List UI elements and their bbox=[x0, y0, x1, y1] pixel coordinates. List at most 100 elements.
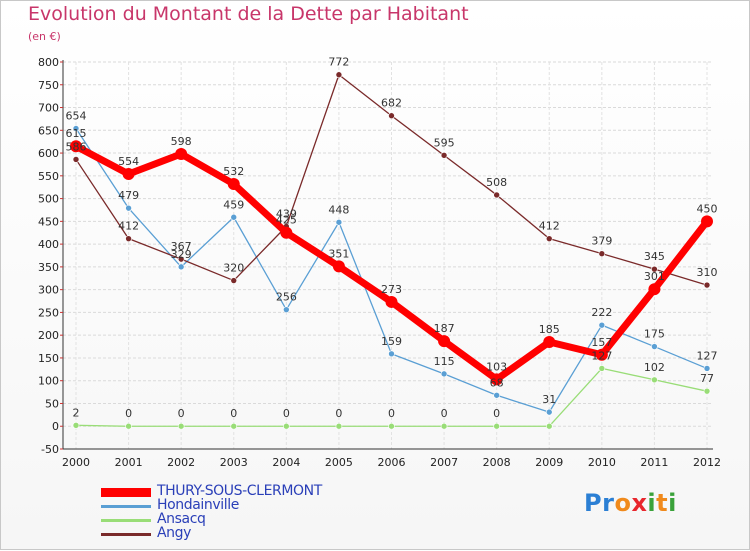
data-point bbox=[335, 422, 343, 430]
x-tick-label: 2001 bbox=[115, 456, 143, 469]
data-label: 0 bbox=[125, 407, 132, 420]
y-tick-label: 400 bbox=[38, 238, 59, 251]
x-tick-label: 2004 bbox=[272, 456, 300, 469]
chart-title: Evolution du Montant de la Dette par Hab… bbox=[28, 3, 469, 25]
data-label: 175 bbox=[644, 328, 665, 341]
y-tick-label: 300 bbox=[38, 284, 59, 297]
x-tick-label: 2008 bbox=[483, 456, 511, 469]
data-point bbox=[651, 265, 658, 273]
data-label: 586 bbox=[66, 140, 87, 153]
data-label: 345 bbox=[644, 250, 665, 263]
data-label: 185 bbox=[539, 323, 560, 336]
data-label: 459 bbox=[223, 198, 244, 211]
data-point bbox=[385, 295, 398, 308]
data-point bbox=[283, 422, 290, 430]
data-point bbox=[125, 235, 132, 242]
data-label: 77 bbox=[700, 372, 714, 385]
data-label: 329 bbox=[171, 248, 192, 261]
data-label: 554 bbox=[118, 155, 139, 168]
data-label: 0 bbox=[283, 407, 290, 420]
x-tick-label: 2012 bbox=[693, 456, 721, 469]
data-label: 31 bbox=[542, 393, 556, 406]
x-tick-label: 2002 bbox=[167, 456, 195, 469]
data-point bbox=[493, 191, 500, 199]
proxiti-logo: Proxiti bbox=[584, 489, 677, 517]
data-label: 115 bbox=[434, 355, 455, 368]
data-point bbox=[72, 125, 80, 132]
data-label: 508 bbox=[486, 176, 507, 189]
data-point bbox=[440, 422, 448, 430]
data-point bbox=[72, 156, 80, 163]
x-tick-label: 2007 bbox=[430, 456, 458, 469]
legend-swatch bbox=[101, 519, 151, 522]
data-point bbox=[227, 178, 240, 191]
legend-swatch bbox=[101, 505, 151, 508]
data-label: 222 bbox=[591, 306, 612, 319]
x-tick-label: 2000 bbox=[62, 456, 90, 469]
data-point bbox=[283, 306, 290, 313]
data-label: 598 bbox=[171, 135, 192, 148]
data-label: 127 bbox=[697, 349, 718, 362]
data-point bbox=[598, 250, 606, 257]
data-label: 682 bbox=[381, 97, 402, 110]
legend-label: THURY-SOUS-CLERMONT bbox=[157, 483, 322, 499]
data-label: 0 bbox=[178, 407, 185, 420]
data-point bbox=[440, 370, 448, 378]
y-tick-label: 750 bbox=[38, 79, 59, 92]
data-point bbox=[335, 218, 343, 226]
data-point bbox=[177, 263, 185, 271]
legend-label: Hondainville bbox=[157, 497, 239, 513]
y-tick-label: 800 bbox=[38, 56, 59, 69]
data-point bbox=[703, 281, 711, 289]
data-point bbox=[545, 235, 553, 242]
data-label: 187 bbox=[434, 322, 455, 335]
data-point bbox=[230, 213, 238, 221]
data-label: 615 bbox=[66, 127, 87, 140]
data-point bbox=[122, 168, 135, 181]
data-label: 0 bbox=[335, 407, 342, 420]
logo-letter: t bbox=[656, 489, 669, 517]
data-label: 273 bbox=[381, 283, 402, 296]
data-label: 127 bbox=[591, 349, 612, 362]
data-label: 439 bbox=[276, 207, 297, 220]
data-point bbox=[703, 387, 711, 395]
logo-letter: i bbox=[668, 489, 677, 517]
x-tick-label: 2010 bbox=[588, 456, 616, 469]
data-point bbox=[701, 215, 713, 228]
data-label: 479 bbox=[118, 189, 139, 202]
data-point bbox=[335, 71, 343, 79]
chart-unit: (en €) bbox=[28, 30, 61, 43]
legend-label: Ansacq bbox=[157, 511, 206, 527]
data-point bbox=[703, 365, 711, 372]
logo-letter: o bbox=[614, 489, 632, 517]
data-point bbox=[493, 422, 500, 430]
data-label: 157 bbox=[591, 336, 612, 349]
data-label: 0 bbox=[493, 407, 500, 420]
data-point bbox=[545, 422, 553, 430]
data-point bbox=[230, 422, 238, 430]
data-label: 450 bbox=[697, 202, 718, 215]
x-tick-label: 2011 bbox=[640, 456, 668, 469]
data-label: 351 bbox=[328, 247, 349, 260]
y-tick-label: 200 bbox=[38, 329, 59, 342]
y-tick-label: 500 bbox=[38, 193, 59, 206]
legend-label: Angy bbox=[157, 525, 192, 541]
data-label: 0 bbox=[441, 407, 448, 420]
data-point bbox=[598, 365, 606, 372]
legend-swatch bbox=[101, 533, 151, 536]
y-tick-label: 350 bbox=[38, 261, 59, 274]
data-point bbox=[388, 350, 395, 358]
data-point bbox=[388, 422, 395, 430]
data-label: 412 bbox=[539, 220, 560, 233]
y-tick-label: 50 bbox=[45, 397, 59, 410]
y-tick-label: 250 bbox=[38, 306, 59, 319]
data-label: 772 bbox=[328, 56, 349, 69]
y-tick-label: 450 bbox=[38, 215, 59, 228]
y-tick-label: 700 bbox=[38, 102, 59, 115]
logo-letter: P bbox=[584, 489, 603, 517]
data-label: 367 bbox=[171, 240, 192, 253]
data-label: 595 bbox=[434, 136, 455, 149]
data-point bbox=[177, 255, 185, 263]
